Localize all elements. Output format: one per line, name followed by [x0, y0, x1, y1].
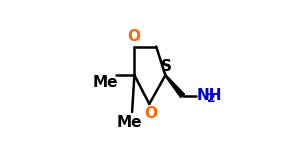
Text: 2: 2 — [207, 92, 216, 105]
Text: S: S — [161, 59, 171, 74]
Polygon shape — [165, 75, 185, 97]
Text: NH: NH — [197, 88, 222, 103]
Text: O: O — [127, 29, 140, 44]
Text: Me: Me — [93, 75, 119, 90]
Text: Me: Me — [116, 115, 142, 130]
Text: O: O — [144, 106, 157, 121]
